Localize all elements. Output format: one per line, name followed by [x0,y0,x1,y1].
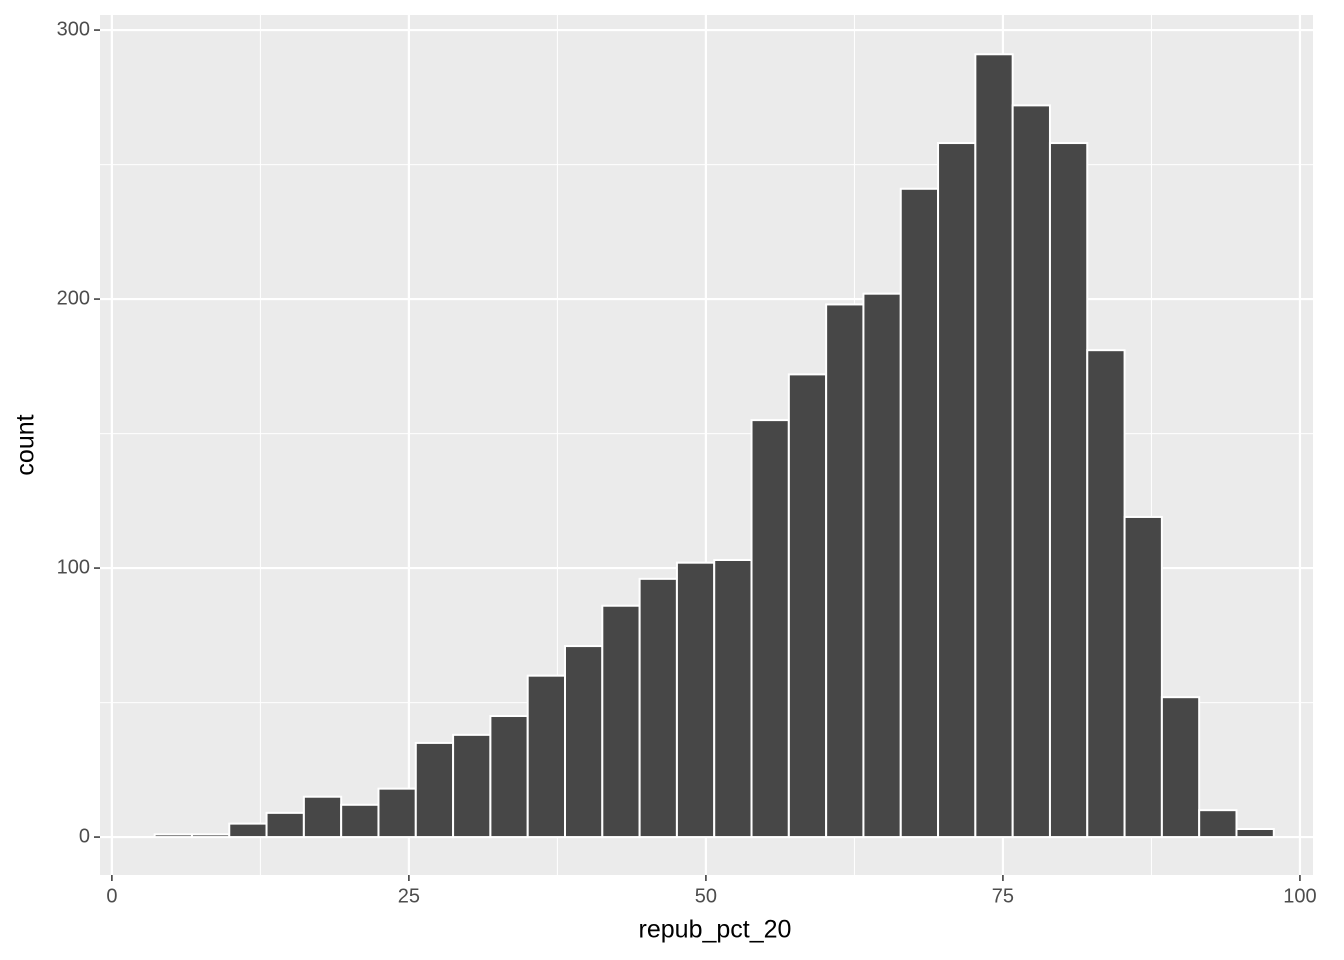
x-tick-label: 100 [1283,885,1316,907]
y-tick-label: 100 [57,556,90,578]
bar [1086,349,1126,839]
bar [414,741,455,839]
bar [1235,828,1275,839]
x-tick-label: 0 [106,885,117,907]
bar [1123,515,1163,839]
y-tick-label: 0 [79,825,90,847]
bar [974,53,1014,839]
bar [1048,142,1089,839]
x-tick-label: 50 [695,885,717,907]
bar [1011,104,1051,839]
bar [1160,696,1201,839]
bar [787,373,828,839]
bar [302,795,343,839]
bar [1198,809,1238,839]
bar [265,811,305,839]
bar [713,558,753,839]
bar [825,303,865,839]
bar [638,577,678,839]
y-axis-title: count [12,414,40,475]
bar [526,674,567,839]
x-tick-label: 25 [398,885,420,907]
bar [377,787,417,839]
bar [340,803,380,839]
bar [937,142,977,839]
bar [862,292,902,839]
bar [228,822,268,839]
x-axis-title: repub_pct_20 [639,916,792,944]
bar [489,715,529,839]
bar [899,187,940,839]
x-tick-label: 75 [992,885,1014,907]
bar [601,604,641,839]
bar [153,833,193,839]
bar [750,419,790,839]
bar [564,645,604,839]
bar [190,833,231,839]
bar [675,561,716,839]
y-tick-label: 200 [57,287,90,309]
bar [452,733,492,839]
y-tick-label: 300 [57,18,90,40]
